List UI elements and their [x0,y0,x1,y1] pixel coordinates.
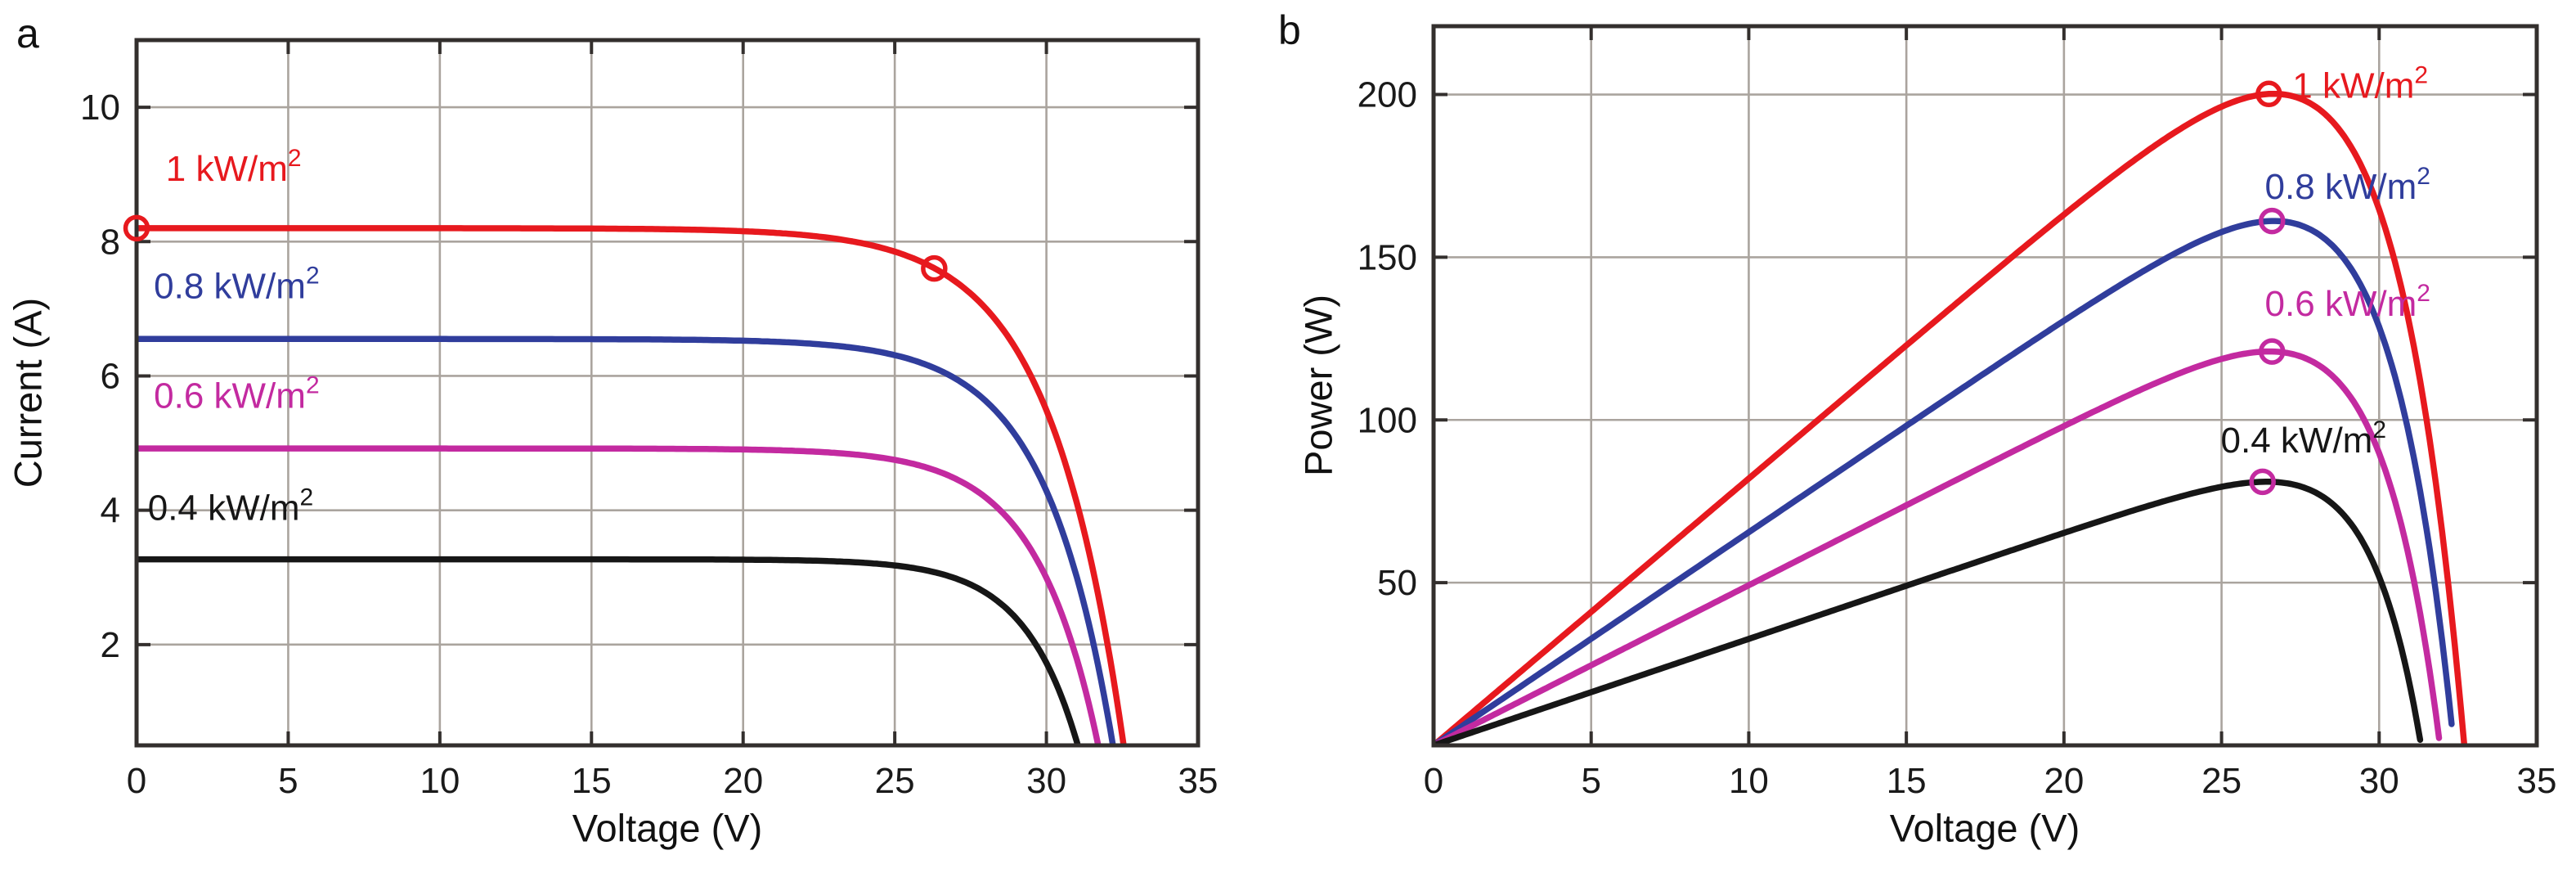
series-irradiance-label: 1 kW/m2 [2292,62,2428,106]
mpp-marker [921,254,948,282]
x-tick-label: 35 [2517,761,2557,801]
series-irradiance-label: 1 kW/m2 [166,145,302,189]
y-tick-label: 50 [1377,563,1417,603]
y-tick-label: 6 [101,356,120,396]
pv-curve-0.6kw [1434,348,2443,745]
series-irradiance-label: 0.6 kW/m2 [2265,280,2430,324]
plot-frame [1431,24,2539,748]
series-irradiance-label: 0.4 kW/m2 [148,484,313,529]
series-irradiance-label: 0.6 kW/m2 [154,371,319,416]
x-tick-label: 25 [875,761,915,801]
x-tick-label: 0 [127,761,146,801]
pv-curve-1kw [1434,90,2468,745]
pv-curve-0.4kw [1434,479,2424,745]
x-tick-label: 15 [1887,761,1927,801]
y-tick-label: 10 [80,88,120,128]
x-tick-label: 35 [1178,761,1218,801]
series-irradiance-label: 0.8 kW/m2 [154,263,319,307]
x-tick-label: 25 [2201,761,2242,801]
x-tick-label: 20 [2044,761,2084,801]
y-tick-label: 100 [1358,400,1417,440]
x-tick-label: 5 [278,761,298,801]
iv-curve-0.4kw [137,556,1081,745]
y-tick-label: 8 [101,222,120,262]
mpp-marker [2258,207,2286,235]
panel-b-letter: b [1278,7,1301,53]
y-tick-label: 200 [1358,75,1417,115]
mpp-marker [2258,338,2286,365]
mpp-marker [123,214,150,242]
y-tick-label: 4 [101,491,120,531]
panel-a-x-axis-label: Voltage (V) [572,806,763,850]
mpp-marker [2249,468,2276,496]
panel-b-x-axis-label: Voltage (V) [1889,806,2080,850]
iv-curve-1kw [137,225,1127,745]
y-tick-label: 150 [1358,237,1417,277]
x-tick-label: 20 [723,761,763,801]
x-tick-label: 0 [1424,761,1443,801]
x-tick-label: 5 [1581,761,1600,801]
y-tick-label: 2 [101,625,120,665]
x-tick-label: 15 [572,761,612,801]
x-tick-label: 10 [1729,761,1769,801]
series-irradiance-label: 0.8 kW/m2 [2265,163,2430,207]
panel-a-letter: a [16,11,39,56]
x-tick-label: 10 [420,761,460,801]
x-tick-label: 30 [1026,761,1066,801]
x-tick-label: 30 [2359,761,2399,801]
plot-frame [134,38,1200,748]
mpp-marker [2255,80,2282,108]
iv-curve-0.6kw [137,445,1102,745]
iv-curve-0.8kw [137,335,1116,745]
series-irradiance-label: 0.4 kW/m2 [2221,416,2386,461]
